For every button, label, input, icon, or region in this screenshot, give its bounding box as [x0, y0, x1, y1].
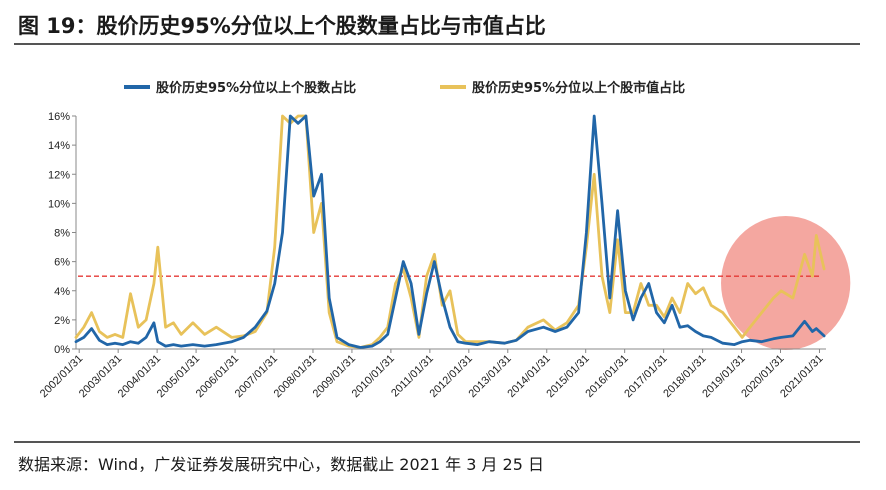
y-tick-label: 4% — [54, 286, 70, 298]
figure-title: 图 19：股价历史95%分位以上个股数量占比与市值占比 — [18, 14, 546, 38]
y-tick-label: 6% — [54, 257, 70, 269]
legend-label-marketcap-ratio: 股价历史95%分位以上个股市值占比 — [472, 80, 685, 96]
highlight-ellipse — [721, 216, 851, 350]
source-divider — [14, 441, 860, 443]
y-tick-label: 0% — [54, 344, 70, 356]
x-tick-label: 2021/01/31 — [778, 353, 825, 400]
source-note: 数据来源：Wind，广发证券发展研究中心，数据截止 2021 年 3 月 25 … — [18, 455, 544, 474]
y-tick-label: 16% — [48, 111, 70, 123]
series-line-count-ratio — [74, 114, 826, 349]
y-tick-label: 14% — [48, 140, 70, 152]
series-line-marketcap-ratio — [74, 114, 826, 349]
legend-label-count-ratio: 股价历史95%分位以上个股数占比 — [156, 80, 356, 96]
title-divider — [14, 43, 860, 45]
y-tick-label: 12% — [48, 169, 70, 181]
y-tick-label: 10% — [48, 198, 70, 210]
chart-svg: 股价历史95%分位以上个股数占比 股价历史95%分位以上个股市值占比 0% 2% 4%… — [38, 80, 851, 400]
y-tick-label: 8% — [54, 228, 70, 240]
y-tick-label: 2% — [54, 315, 70, 327]
